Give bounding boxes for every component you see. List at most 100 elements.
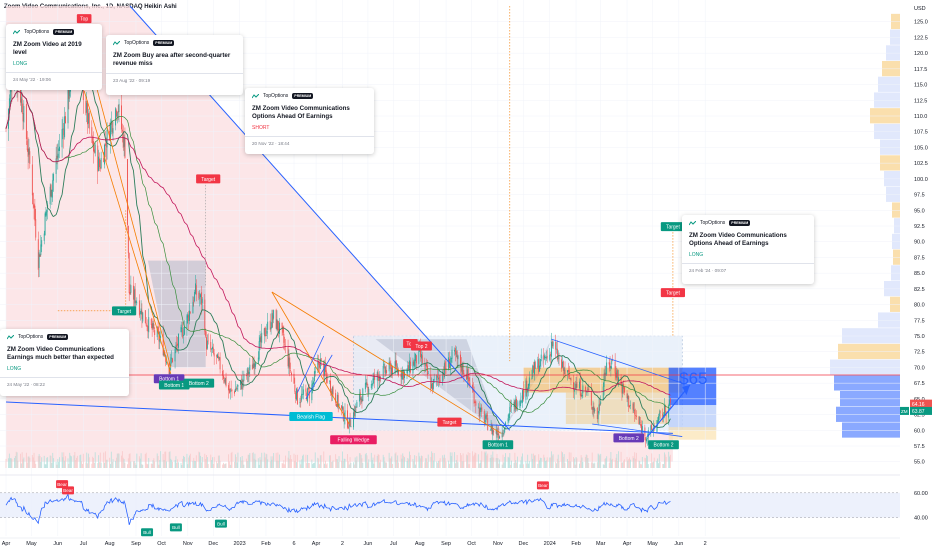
volume-bar: [460, 453, 461, 468]
candle-body: [614, 361, 616, 374]
volume-bar: [100, 462, 102, 468]
supply-box: [565, 392, 669, 424]
idea-note[interactable]: TopOptions PREMIUM ZM Zoom Video Communic…: [0, 329, 129, 396]
volume-bar: [593, 463, 595, 468]
volume-bar: [105, 459, 107, 468]
candle-body: [457, 355, 459, 360]
price-tick-label: 122.5: [914, 35, 928, 41]
candle-body: [231, 389, 233, 391]
volume-bar: [258, 464, 260, 468]
candle-body: [195, 283, 196, 294]
candle-body: [325, 370, 327, 376]
candle-body: [230, 388, 232, 389]
volume-bar: [63, 452, 65, 468]
pattern-label-box: [410, 341, 432, 351]
candle-body: [390, 365, 392, 375]
volume-bar: [463, 460, 465, 468]
candle-body: [511, 405, 512, 407]
candle-body: [189, 310, 190, 321]
volume-bar: [57, 458, 59, 468]
volume-bar: [58, 461, 60, 468]
volume-bar: [443, 454, 445, 468]
candle-body: [266, 330, 268, 334]
idea-note[interactable]: TopOptions PREMIUM ZM Zoom Video at 2019 …: [6, 24, 102, 90]
candle-body: [91, 127, 93, 137]
volume-bar: [448, 460, 450, 468]
volume-bar: [49, 455, 51, 468]
volume-bar: [141, 464, 143, 468]
volume-bar: [534, 455, 536, 468]
volume-bar: [633, 458, 635, 468]
volume-bar: [398, 462, 399, 468]
volume-bar: [396, 460, 398, 468]
idea-note[interactable]: TopOptions PREMIUM ZM Zoom Video Communic…: [245, 88, 374, 154]
candle-body: [32, 192, 34, 205]
pattern-label-box: [158, 380, 190, 390]
candle-body: [573, 389, 575, 392]
volume-bar: [473, 454, 475, 468]
volume-bar: [301, 459, 303, 468]
time-tick-label: 2: [704, 541, 707, 547]
candle-body: [650, 425, 652, 432]
volume-bar: [516, 462, 518, 468]
volume-bar: [35, 463, 37, 468]
rsi-tick-label: 40.00: [914, 515, 928, 521]
candle-body: [628, 396, 630, 407]
candle-body: [618, 377, 619, 381]
volume-bar: [490, 454, 492, 468]
volume-bar: [634, 452, 636, 468]
volume-bar: [639, 460, 641, 468]
volume-bar: [628, 459, 630, 468]
candle-body: [27, 148, 29, 157]
volume-bar: [462, 453, 464, 468]
premium-badge: PREMIUM: [729, 220, 751, 226]
volume-bar: [597, 453, 599, 468]
candle-body: [186, 315, 188, 329]
candle-body: [610, 366, 612, 369]
idea-note[interactable]: TopOptions PREMIUM ZM Zoom Video Communic…: [682, 215, 814, 284]
candle-body: [587, 389, 589, 391]
idea-note[interactable]: TopOptions PREMIUM ZM Zoom Buy area after…: [106, 35, 243, 95]
candle-body: [162, 334, 164, 356]
volume-bar: [606, 456, 608, 468]
candle-body: [377, 372, 379, 376]
note-time: 24 May '22 · 08:22: [7, 382, 45, 387]
volume-bar: [145, 452, 147, 468]
time-tick-label: Jun: [363, 541, 372, 547]
candle-body: [581, 394, 583, 397]
volume-bar: [420, 458, 422, 468]
volume-bar: [403, 457, 405, 468]
volume-bar: [533, 455, 535, 468]
volume-bar: [664, 454, 666, 468]
moving-average-line: [5, 90, 671, 396]
candle-body: [302, 394, 303, 395]
volume-bar: [76, 455, 78, 468]
candle-body: [355, 406, 357, 408]
volume-bar: [501, 464, 503, 468]
volume-bar: [570, 452, 572, 468]
moving-average-line: [5, 84, 671, 430]
rsi-divergence-text: Bull: [217, 521, 225, 526]
candle-body: [646, 438, 648, 439]
candle-body: [206, 337, 207, 350]
volume-bar: [602, 464, 604, 468]
candle-body: [313, 381, 314, 385]
candle-body: [424, 362, 426, 366]
pattern-label-text: Bottom 1: [488, 443, 508, 449]
volume-bar: [151, 463, 153, 468]
candle-body: [216, 354, 218, 357]
candle-body: [103, 158, 105, 163]
candle-body: [52, 180, 54, 191]
volume-bar: [39, 455, 41, 468]
rsi-tick-label: 60.00: [914, 491, 928, 497]
volume-bar: [379, 462, 381, 468]
volume-bar: [99, 462, 100, 468]
volume-bar: [199, 452, 201, 468]
candle-body: [240, 380, 241, 385]
volume-bar: [224, 463, 226, 468]
candle-body: [276, 319, 278, 330]
volume-bar: [157, 456, 159, 468]
candle-body: [88, 112, 90, 129]
candle-body: [133, 290, 135, 300]
